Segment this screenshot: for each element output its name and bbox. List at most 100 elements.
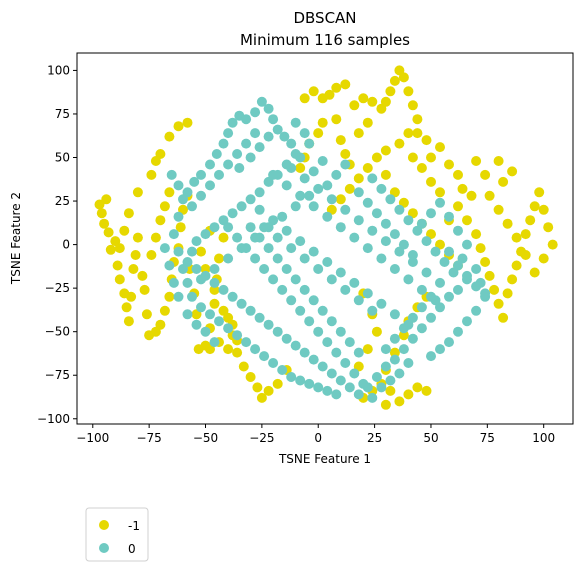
scatter-point-cluster-0 bbox=[205, 160, 215, 170]
scatter-point-cluster-0 bbox=[277, 212, 287, 222]
scatter-point-cluster-0 bbox=[264, 320, 274, 330]
scatter-point-cluster-0 bbox=[349, 233, 359, 243]
scatter-point-cluster-0 bbox=[169, 229, 179, 239]
scatter-point-cluster-0 bbox=[300, 173, 310, 183]
scatter-point-cluster-0 bbox=[349, 278, 359, 288]
scatter-point-cluster-0 bbox=[381, 362, 391, 372]
scatter-point-cluster-0 bbox=[417, 302, 427, 312]
scatter-point-cluster-0 bbox=[300, 285, 310, 295]
scatter-point-cluster-0 bbox=[219, 285, 229, 295]
scatter-point-noise bbox=[539, 254, 549, 264]
scatter-point-cluster-0 bbox=[246, 306, 256, 316]
y-tick-label: 0 bbox=[62, 238, 70, 252]
scatter-point-cluster-0 bbox=[183, 278, 193, 288]
scatter-point-noise bbox=[101, 194, 111, 204]
scatter-point-noise bbox=[106, 245, 116, 255]
scatter-point-cluster-0 bbox=[210, 337, 220, 347]
scatter-point-cluster-0 bbox=[399, 344, 409, 354]
scatter-point-noise bbox=[467, 191, 477, 201]
x-tick-label: −50 bbox=[193, 431, 218, 445]
scatter-point-cluster-0 bbox=[408, 250, 418, 260]
scatter-point-cluster-0 bbox=[241, 337, 251, 347]
scatter-point-cluster-0 bbox=[403, 358, 413, 368]
scatter-point-noise bbox=[403, 128, 413, 138]
scatter-point-cluster-0 bbox=[295, 376, 305, 386]
scatter-point-noise bbox=[358, 93, 368, 103]
scatter-point-noise bbox=[164, 132, 174, 142]
scatter-point-noise bbox=[122, 302, 132, 312]
legend-label-cluster-0: 0 bbox=[128, 542, 136, 556]
scatter-point-noise bbox=[115, 274, 125, 284]
legend-marker-noise bbox=[99, 520, 109, 530]
scatter-point-noise bbox=[453, 201, 463, 211]
scatter-point-cluster-0 bbox=[273, 233, 283, 243]
chart-title: DBSCAN bbox=[293, 9, 356, 27]
y-tick-label: −75 bbox=[45, 368, 70, 382]
x-tick-label: 50 bbox=[423, 431, 438, 445]
scatter-point-cluster-0 bbox=[291, 118, 301, 128]
scatter-point-cluster-0 bbox=[291, 341, 301, 351]
scatter-point-cluster-0 bbox=[462, 271, 472, 281]
scatter-point-noise bbox=[408, 100, 418, 110]
scatter-point-cluster-0 bbox=[205, 309, 215, 319]
scatter-point-noise bbox=[336, 194, 346, 204]
scatter-point-cluster-0 bbox=[453, 261, 463, 271]
scatter-point-noise bbox=[512, 233, 522, 243]
scatter-point-cluster-0 bbox=[255, 142, 265, 152]
scatter-point-noise bbox=[239, 362, 249, 372]
scatter-point-cluster-0 bbox=[354, 295, 364, 305]
scatter-point-noise bbox=[435, 187, 445, 197]
scatter-point-noise bbox=[131, 250, 141, 260]
scatter-point-cluster-0 bbox=[345, 382, 355, 392]
scatter-point-cluster-0 bbox=[196, 170, 206, 180]
scatter-point-noise bbox=[119, 226, 129, 236]
scatter-point-noise bbox=[363, 344, 373, 354]
scatter-point-cluster-0 bbox=[304, 316, 314, 326]
scatter-point-cluster-0 bbox=[372, 208, 382, 218]
scatter-point-cluster-0 bbox=[376, 184, 386, 194]
scatter-point-cluster-0 bbox=[246, 153, 256, 163]
scatter-point-cluster-0 bbox=[422, 236, 432, 246]
scatter-point-cluster-0 bbox=[164, 261, 174, 271]
scatter-point-noise bbox=[507, 166, 517, 176]
scatter-point-cluster-0 bbox=[295, 236, 305, 246]
scatter-point-cluster-0 bbox=[367, 226, 377, 236]
scatter-point-cluster-0 bbox=[322, 180, 332, 190]
scatter-point-cluster-0 bbox=[300, 254, 310, 264]
scatter-point-cluster-0 bbox=[232, 233, 242, 243]
scatter-point-noise bbox=[412, 128, 422, 138]
scatter-point-noise bbox=[512, 261, 522, 271]
scatter-point-noise bbox=[146, 250, 156, 260]
scatter-point-noise bbox=[164, 187, 174, 197]
scatter-point-cluster-0 bbox=[295, 153, 305, 163]
y-tick-label: −100 bbox=[37, 412, 70, 426]
scatter-point-cluster-0 bbox=[268, 358, 278, 368]
scatter-point-cluster-0 bbox=[212, 149, 222, 159]
scatter-point-noise bbox=[133, 187, 143, 197]
scatter-point-cluster-0 bbox=[354, 348, 364, 358]
scatter-point-noise bbox=[273, 379, 283, 389]
scatter-point-noise bbox=[160, 306, 170, 316]
scatter-point-cluster-0 bbox=[381, 344, 391, 354]
scatter-point-cluster-0 bbox=[268, 170, 278, 180]
scatter-point-noise bbox=[422, 135, 432, 145]
scatter-point-cluster-0 bbox=[174, 180, 184, 190]
scatter-point-noise bbox=[104, 227, 114, 237]
scatter-point-cluster-0 bbox=[255, 205, 265, 215]
x-axis-title: TSNE Feature 1 bbox=[278, 452, 371, 466]
scatter-point-noise bbox=[394, 139, 404, 149]
scatter-point-cluster-0 bbox=[345, 337, 355, 347]
scatter-point-cluster-0 bbox=[390, 264, 400, 274]
scatter-point-cluster-0 bbox=[259, 351, 269, 361]
scatter-point-cluster-0 bbox=[426, 292, 436, 302]
scatter-point-cluster-0 bbox=[286, 372, 296, 382]
scatter-point-cluster-0 bbox=[210, 264, 220, 274]
scatter-point-cluster-0 bbox=[246, 222, 256, 232]
scatter-point-noise bbox=[381, 146, 391, 156]
scatter-point-cluster-0 bbox=[201, 327, 211, 337]
scatter-point-noise bbox=[174, 121, 184, 131]
scatter-point-cluster-0 bbox=[286, 243, 296, 253]
scatter-point-cluster-0 bbox=[390, 334, 400, 344]
scatter-point-cluster-0 bbox=[174, 247, 184, 257]
